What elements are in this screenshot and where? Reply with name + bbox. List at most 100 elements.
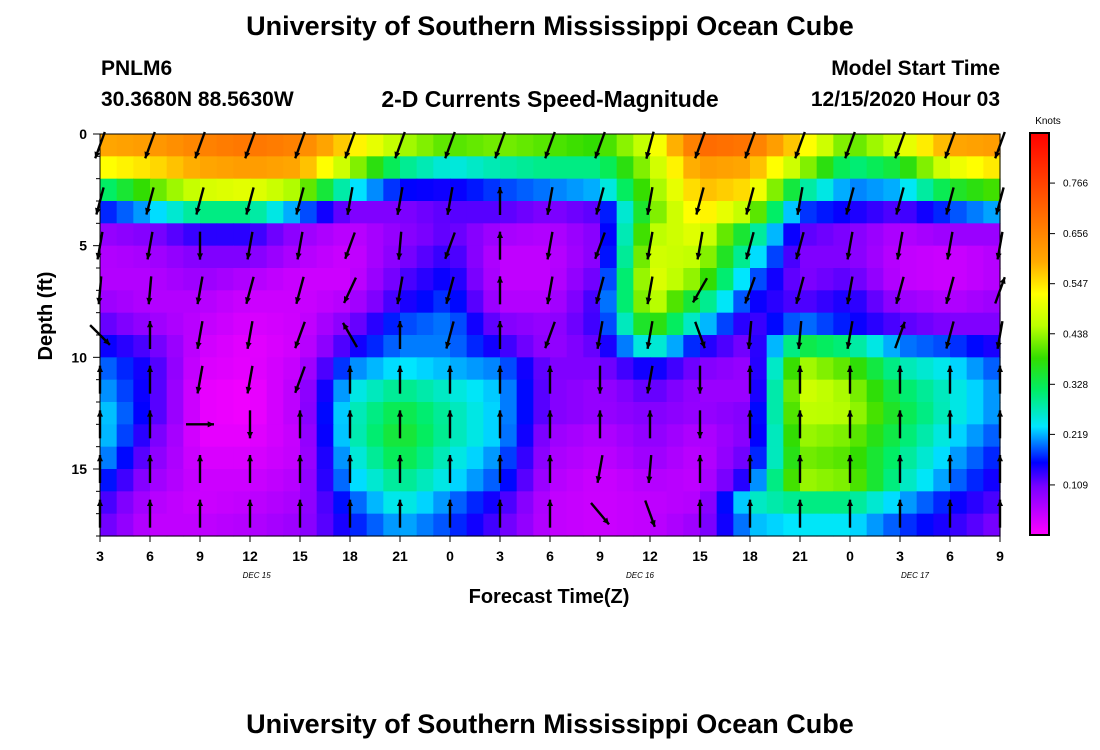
heatmap-cell [200,513,218,537]
heatmap-cell [450,357,468,381]
heatmap-cell [966,134,984,157]
heatmap-cell [983,513,1001,537]
colorbar-ticks: 0.766 0.656 0.547 0.438 0.328 0.219 0.109 [1049,179,1088,491]
heatmap-cell [316,268,334,291]
heatmap-cell [800,402,818,425]
x-tick-label: 3 [496,548,504,564]
heatmap-cell [183,134,201,157]
heatmap-cell [183,268,201,291]
heatmap-cell [983,290,1001,314]
heatmap-cell [716,424,734,448]
heatmap-cell [250,335,268,358]
footer-title: University of Southern Mississippi Ocean… [246,709,854,739]
heatmap-cell [700,469,718,492]
heatmap-cell [400,268,418,291]
heatmap-cell [983,335,1001,358]
heatmap-cell [666,223,684,247]
heatmap-cell [416,156,434,180]
heatmap-cell [500,335,518,358]
heatmap-cell [833,134,851,157]
heatmap-cell [583,245,601,269]
heatmap-cell [866,223,884,247]
heatmap-cell [233,268,251,291]
heatmap-cell [850,134,868,157]
heatmap-cell [333,268,351,291]
heatmap-cell [533,513,551,537]
heatmap-cell [583,513,601,537]
x-tick-label: 15 [692,548,708,564]
heatmap-cell [600,223,618,247]
heatmap-cell [916,402,934,425]
current-arrow [195,365,204,394]
heatmap-cell [250,469,268,492]
heatmap-cell [116,335,134,358]
heatmap-cell [483,513,501,537]
current-arrow [296,499,304,528]
heatmap-cell [700,446,718,470]
heatmap-cell [516,402,534,425]
heatmap-cell [116,446,134,470]
heatmap-cell [383,134,401,157]
heatmap-cell [550,469,568,492]
heatmap-cell [183,178,201,202]
heatmap-cell [400,201,418,224]
heatmap-cell [416,134,434,157]
date-label: DEC 16 [626,571,655,580]
heatmap-cell [400,469,418,492]
heatmap-cell [900,402,918,425]
heatmap-cell [633,134,651,157]
heatmap-cell [416,290,434,314]
heatmap-cell [433,268,451,291]
y-tick-label: 15 [71,461,87,477]
heatmap-cell [166,156,184,180]
heatmap-cell [466,268,484,291]
heatmap-cell [900,201,918,224]
heatmap-cell [650,513,668,537]
station-id: PNLM6 [101,57,173,80]
heatmap-cell [900,357,918,381]
current-arrow [246,455,254,483]
heatmap-cell [550,513,568,537]
heatmap-cell [933,268,951,291]
heatmap-cell [166,134,184,157]
heatmap-cell [100,491,118,515]
heatmap-cell [483,312,501,336]
heatmap-cell [166,178,184,202]
heatmap-cell [233,178,251,202]
heatmap-cell [600,178,618,202]
current-arrow [446,455,454,483]
heatmap-cell [316,312,334,336]
heatmap-cell [150,513,168,537]
heatmap-cell [600,156,618,180]
heatmap-cell [616,268,634,291]
heatmap-cell [283,201,301,224]
heatmap-cell [683,446,701,470]
heatmap-cell [216,379,234,403]
heatmap-cell [533,402,551,425]
x-tick-label: 15 [292,548,308,564]
heatmap-cell [733,178,751,202]
heatmap-cell [500,513,518,537]
heatmap-cell [333,178,351,202]
heatmap-cell [866,268,884,291]
current-arrow [896,365,904,394]
heatmap-cell [550,379,568,403]
y-axis: 0 5 10 15 [71,126,100,537]
current-arrow [545,187,554,215]
heatmap-cell [900,469,918,492]
heatmap-cell [566,268,584,291]
heatmap-cell [216,201,234,224]
x-tick-label: 9 [996,548,1004,564]
heatmap-cell [416,223,434,247]
heatmap-cell [500,268,518,291]
current-arrow [945,276,955,305]
heatmap-cell [116,513,134,537]
heatmap-cell [200,268,218,291]
heatmap-cell [366,201,384,224]
heatmap-cell [983,268,1001,291]
heatmap-cell [683,245,701,269]
heatmap-cell [550,268,568,291]
current-arrow [395,276,404,305]
heatmap-cell [200,201,218,224]
heatmap-cell [200,357,218,381]
